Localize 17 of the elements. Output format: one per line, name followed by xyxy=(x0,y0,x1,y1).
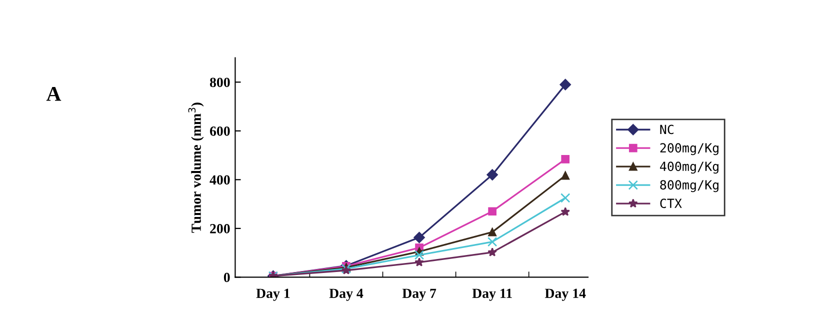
legend-label: NC xyxy=(660,124,674,134)
legend-label: 800mg/Kg xyxy=(660,180,718,192)
legend-label: 200mg/Kg xyxy=(660,143,718,156)
y-tick-label: 600 xyxy=(210,126,230,136)
text: A xyxy=(46,86,62,101)
y-tick-label: 200 xyxy=(210,224,230,234)
y-tick-label: 400 xyxy=(210,175,230,185)
legend-label: 400mg/Kg xyxy=(660,162,718,174)
x-tick-label: Day 4 xyxy=(329,288,364,301)
y-tick-label: 0 xyxy=(224,272,230,282)
x-tick-label: Day 1 xyxy=(256,288,290,301)
y-axis-title: Tumor volume (mm$^{3}$) xyxy=(188,102,204,233)
x-tick-label: Day 7 xyxy=(402,288,436,301)
y-tick-label: 800 xyxy=(210,78,230,88)
x-tick-label: Day 14 xyxy=(544,288,586,301)
legend-label: CTX xyxy=(660,198,682,208)
x-tick-label: Day 11 xyxy=(472,288,512,301)
